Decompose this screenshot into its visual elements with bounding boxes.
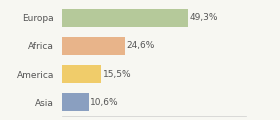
Bar bbox=[62, 37, 125, 55]
Text: 10,6%: 10,6% bbox=[90, 98, 119, 107]
Text: 49,3%: 49,3% bbox=[189, 13, 218, 22]
Bar bbox=[62, 65, 101, 83]
Bar bbox=[62, 9, 188, 27]
Text: 15,5%: 15,5% bbox=[103, 70, 131, 79]
Text: 24,6%: 24,6% bbox=[126, 41, 154, 50]
Bar bbox=[62, 93, 89, 111]
